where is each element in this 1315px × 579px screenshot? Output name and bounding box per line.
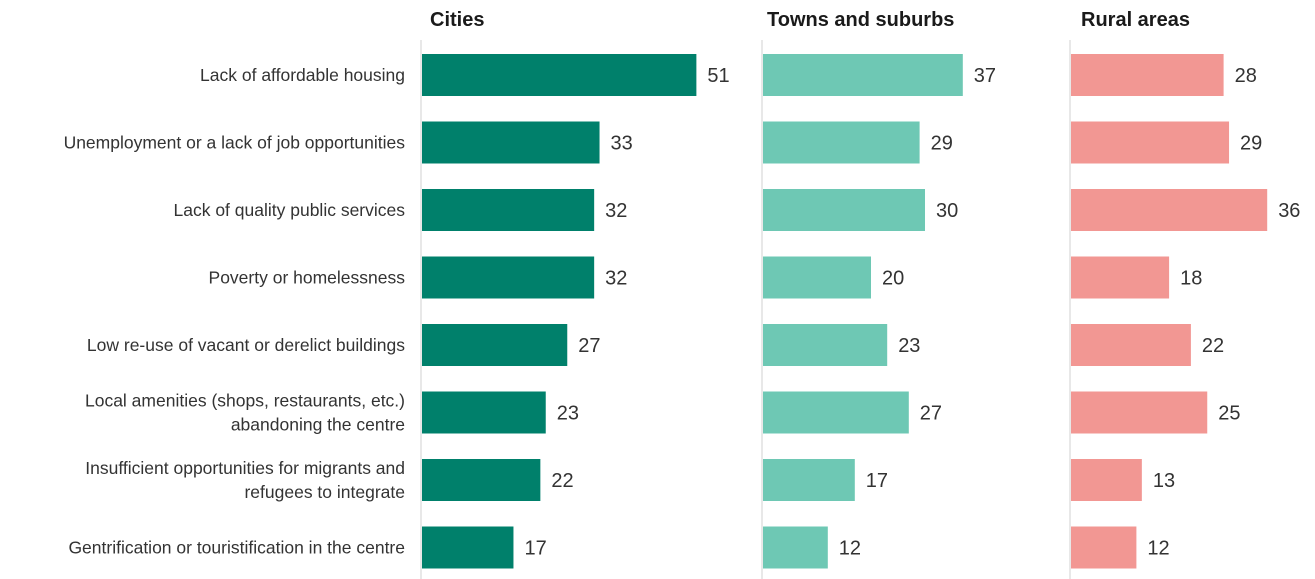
bar-value-label: 18 <box>1180 268 1202 290</box>
bar-value-label: 33 <box>611 133 633 155</box>
bar-value-label: 23 <box>898 335 920 357</box>
category-label-line: Insufficient opportunities for migrants … <box>85 458 405 478</box>
category-label-line: Low re-use of vacant or derelict buildin… <box>87 335 405 355</box>
bar-value-label: 32 <box>605 268 627 290</box>
bar <box>1071 324 1191 366</box>
bar-value-label: 23 <box>557 403 579 425</box>
category-label-line: Local amenities (shops, restaurants, etc… <box>85 391 405 411</box>
bar <box>763 324 888 366</box>
bar-value-label: 30 <box>936 200 958 222</box>
category-label-line: Poverty or homelessness <box>209 268 406 288</box>
bar <box>1071 54 1224 96</box>
bar <box>422 324 568 366</box>
category-label: Poverty or homelessness <box>209 268 406 288</box>
bar-value-label: 22 <box>1202 335 1224 357</box>
category-label-line: abandoning the centre <box>231 415 405 435</box>
category-label: Low re-use of vacant or derelict buildin… <box>87 335 405 355</box>
bar <box>1071 526 1137 569</box>
bar <box>422 54 697 96</box>
category-label-line: refugees to integrate <box>244 482 405 502</box>
category-label: Local amenities (shops, restaurants, etc… <box>85 391 405 435</box>
bar <box>422 121 600 164</box>
bar-value-label: 13 <box>1153 470 1175 492</box>
category-label-line: Unemployment or a lack of job opportunit… <box>64 133 406 153</box>
category-label: Gentrification or touristification in th… <box>68 538 405 558</box>
category-label: Lack of affordable housing <box>200 65 405 85</box>
bar-value-label: 29 <box>931 133 953 155</box>
bar <box>422 391 546 434</box>
bar-value-label: 12 <box>839 538 861 560</box>
panel-title: Rural areas <box>1081 9 1190 31</box>
panel-title: Cities <box>430 9 484 31</box>
category-label: Lack of quality public services <box>174 200 406 220</box>
bar <box>1071 391 1208 434</box>
bar <box>763 391 909 434</box>
category-label: Insufficient opportunities for migrants … <box>85 458 405 502</box>
bar <box>763 459 855 501</box>
bar <box>763 526 828 569</box>
bar <box>422 459 541 501</box>
bar <box>763 256 871 299</box>
bar <box>1071 256 1170 299</box>
bar <box>1071 189 1268 231</box>
bar <box>422 256 595 299</box>
bar-value-label: 28 <box>1235 65 1257 87</box>
category-label-line: Lack of affordable housing <box>200 65 405 85</box>
bar <box>422 189 595 231</box>
bar-value-label: 51 <box>707 65 729 87</box>
bar-value-label: 37 <box>974 65 996 87</box>
bar-value-label: 29 <box>1240 133 1262 155</box>
bar-value-label: 20 <box>882 268 904 290</box>
category-label-line: Lack of quality public services <box>174 200 406 220</box>
bar <box>422 526 514 569</box>
category-label-line: Gentrification or touristification in th… <box>68 538 405 558</box>
bar-value-label: 12 <box>1147 538 1169 560</box>
bar <box>1071 459 1142 501</box>
bar-value-label: 32 <box>605 200 627 222</box>
bar-value-label: 36 <box>1278 200 1300 222</box>
bar-value-label: 27 <box>578 335 600 357</box>
bar <box>1071 121 1230 164</box>
bar <box>763 54 963 96</box>
panel-title: Towns and suburbs <box>767 9 954 31</box>
bar <box>763 121 920 164</box>
bar-value-label: 17 <box>524 538 546 560</box>
category-label: Unemployment or a lack of job opportunit… <box>64 133 406 153</box>
bar-value-label: 25 <box>1218 403 1240 425</box>
bar-value-label: 17 <box>866 470 888 492</box>
bar-value-label: 27 <box>920 403 942 425</box>
bar <box>763 189 925 231</box>
bar-value-label: 22 <box>551 470 573 492</box>
